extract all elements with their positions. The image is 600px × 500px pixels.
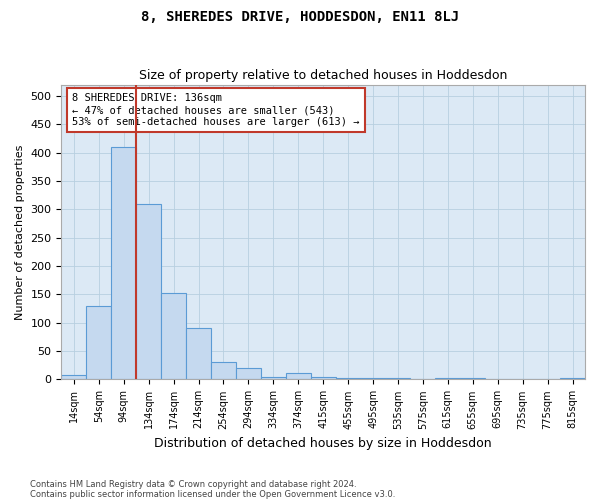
Bar (161, 293, 186, 380)
Bar (436, 378, 460, 380)
Text: Contains HM Land Registry data © Crown copyright and database right 2024.
Contai: Contains HM Land Registry data © Crown c… (30, 480, 395, 499)
Text: 8 SHEREDES DRIVE: 136sqm
← 47% of detached houses are smaller (543)
53% of semi-: 8 SHEREDES DRIVE: 136sqm ← 47% of detach… (72, 94, 359, 126)
Bar (186, 328, 211, 380)
Bar (311, 376, 335, 380)
Bar (61, 376, 86, 380)
Text: 8, SHEREDES DRIVE, HODDESDON, EN11 8LJ: 8, SHEREDES DRIVE, HODDESDON, EN11 8LJ (141, 10, 459, 24)
Title: Size of property relative to detached houses in Hoddesdon: Size of property relative to detached ho… (139, 69, 508, 82)
Bar (460, 378, 485, 380)
Y-axis label: Number of detached properties: Number of detached properties (15, 144, 25, 320)
Bar (111, 147, 136, 380)
Bar (560, 378, 585, 380)
Bar (236, 368, 261, 380)
X-axis label: Distribution of detached houses by size in Hoddesdon: Distribution of detached houses by size … (154, 437, 492, 450)
Bar (286, 372, 311, 380)
Bar (361, 378, 386, 380)
Bar (136, 204, 161, 380)
Bar (386, 378, 410, 380)
Bar (261, 376, 286, 380)
Bar (86, 306, 111, 380)
Bar (335, 378, 361, 380)
Bar (211, 362, 236, 380)
